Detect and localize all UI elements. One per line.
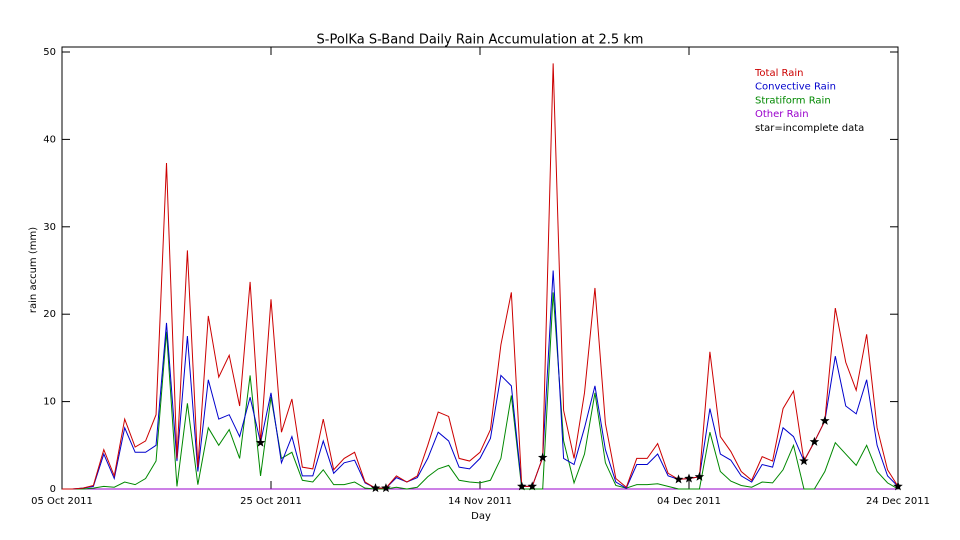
incomplete-star xyxy=(694,471,705,481)
series-line xyxy=(62,270,899,490)
y-tick-label: 50 xyxy=(43,47,56,58)
incomplete-star xyxy=(517,481,527,491)
legend-entry: Stratiform Rain xyxy=(755,95,831,106)
y-tick-label: 30 xyxy=(43,222,56,233)
series-line xyxy=(62,63,899,490)
incomplete-star xyxy=(255,437,266,447)
incomplete-star xyxy=(527,481,538,491)
incomplete-star xyxy=(893,481,903,491)
x-tick-label: 14 Nov 2011 xyxy=(448,496,512,507)
y-tick-label: 0 xyxy=(50,484,56,495)
incomplete-star xyxy=(684,473,694,483)
y-tick-label: 20 xyxy=(43,309,56,320)
incomplete-star xyxy=(799,456,809,466)
chart-title: S-PolKa S-Band Daily Rain Accumulation a… xyxy=(317,33,644,48)
x-axis-label: Day xyxy=(471,511,491,522)
legend-entry: Other Rain xyxy=(755,109,809,120)
incomplete-star xyxy=(820,415,830,425)
annotation: star=incomplete data xyxy=(755,123,864,134)
incomplete-star xyxy=(537,452,548,462)
legend-entry: Convective Rain xyxy=(755,82,836,93)
series-line xyxy=(62,292,899,490)
x-tick-label: 05 Oct 2011 xyxy=(31,496,93,507)
y-tick-label: 10 xyxy=(43,397,56,408)
incomplete-star xyxy=(370,483,381,493)
incomplete-star xyxy=(673,474,684,484)
incomplete-star xyxy=(809,436,820,446)
legend-entry: Total Rain xyxy=(754,68,804,79)
incomplete-star xyxy=(381,483,391,493)
x-tick-label: 25 Oct 2011 xyxy=(240,496,302,507)
y-axis-label: rain accum (mm) xyxy=(28,227,39,313)
y-tick-label: 40 xyxy=(43,134,56,145)
x-tick-label: 04 Dec 2011 xyxy=(657,496,721,507)
x-tick-label: 24 Dec 2011 xyxy=(866,496,930,507)
